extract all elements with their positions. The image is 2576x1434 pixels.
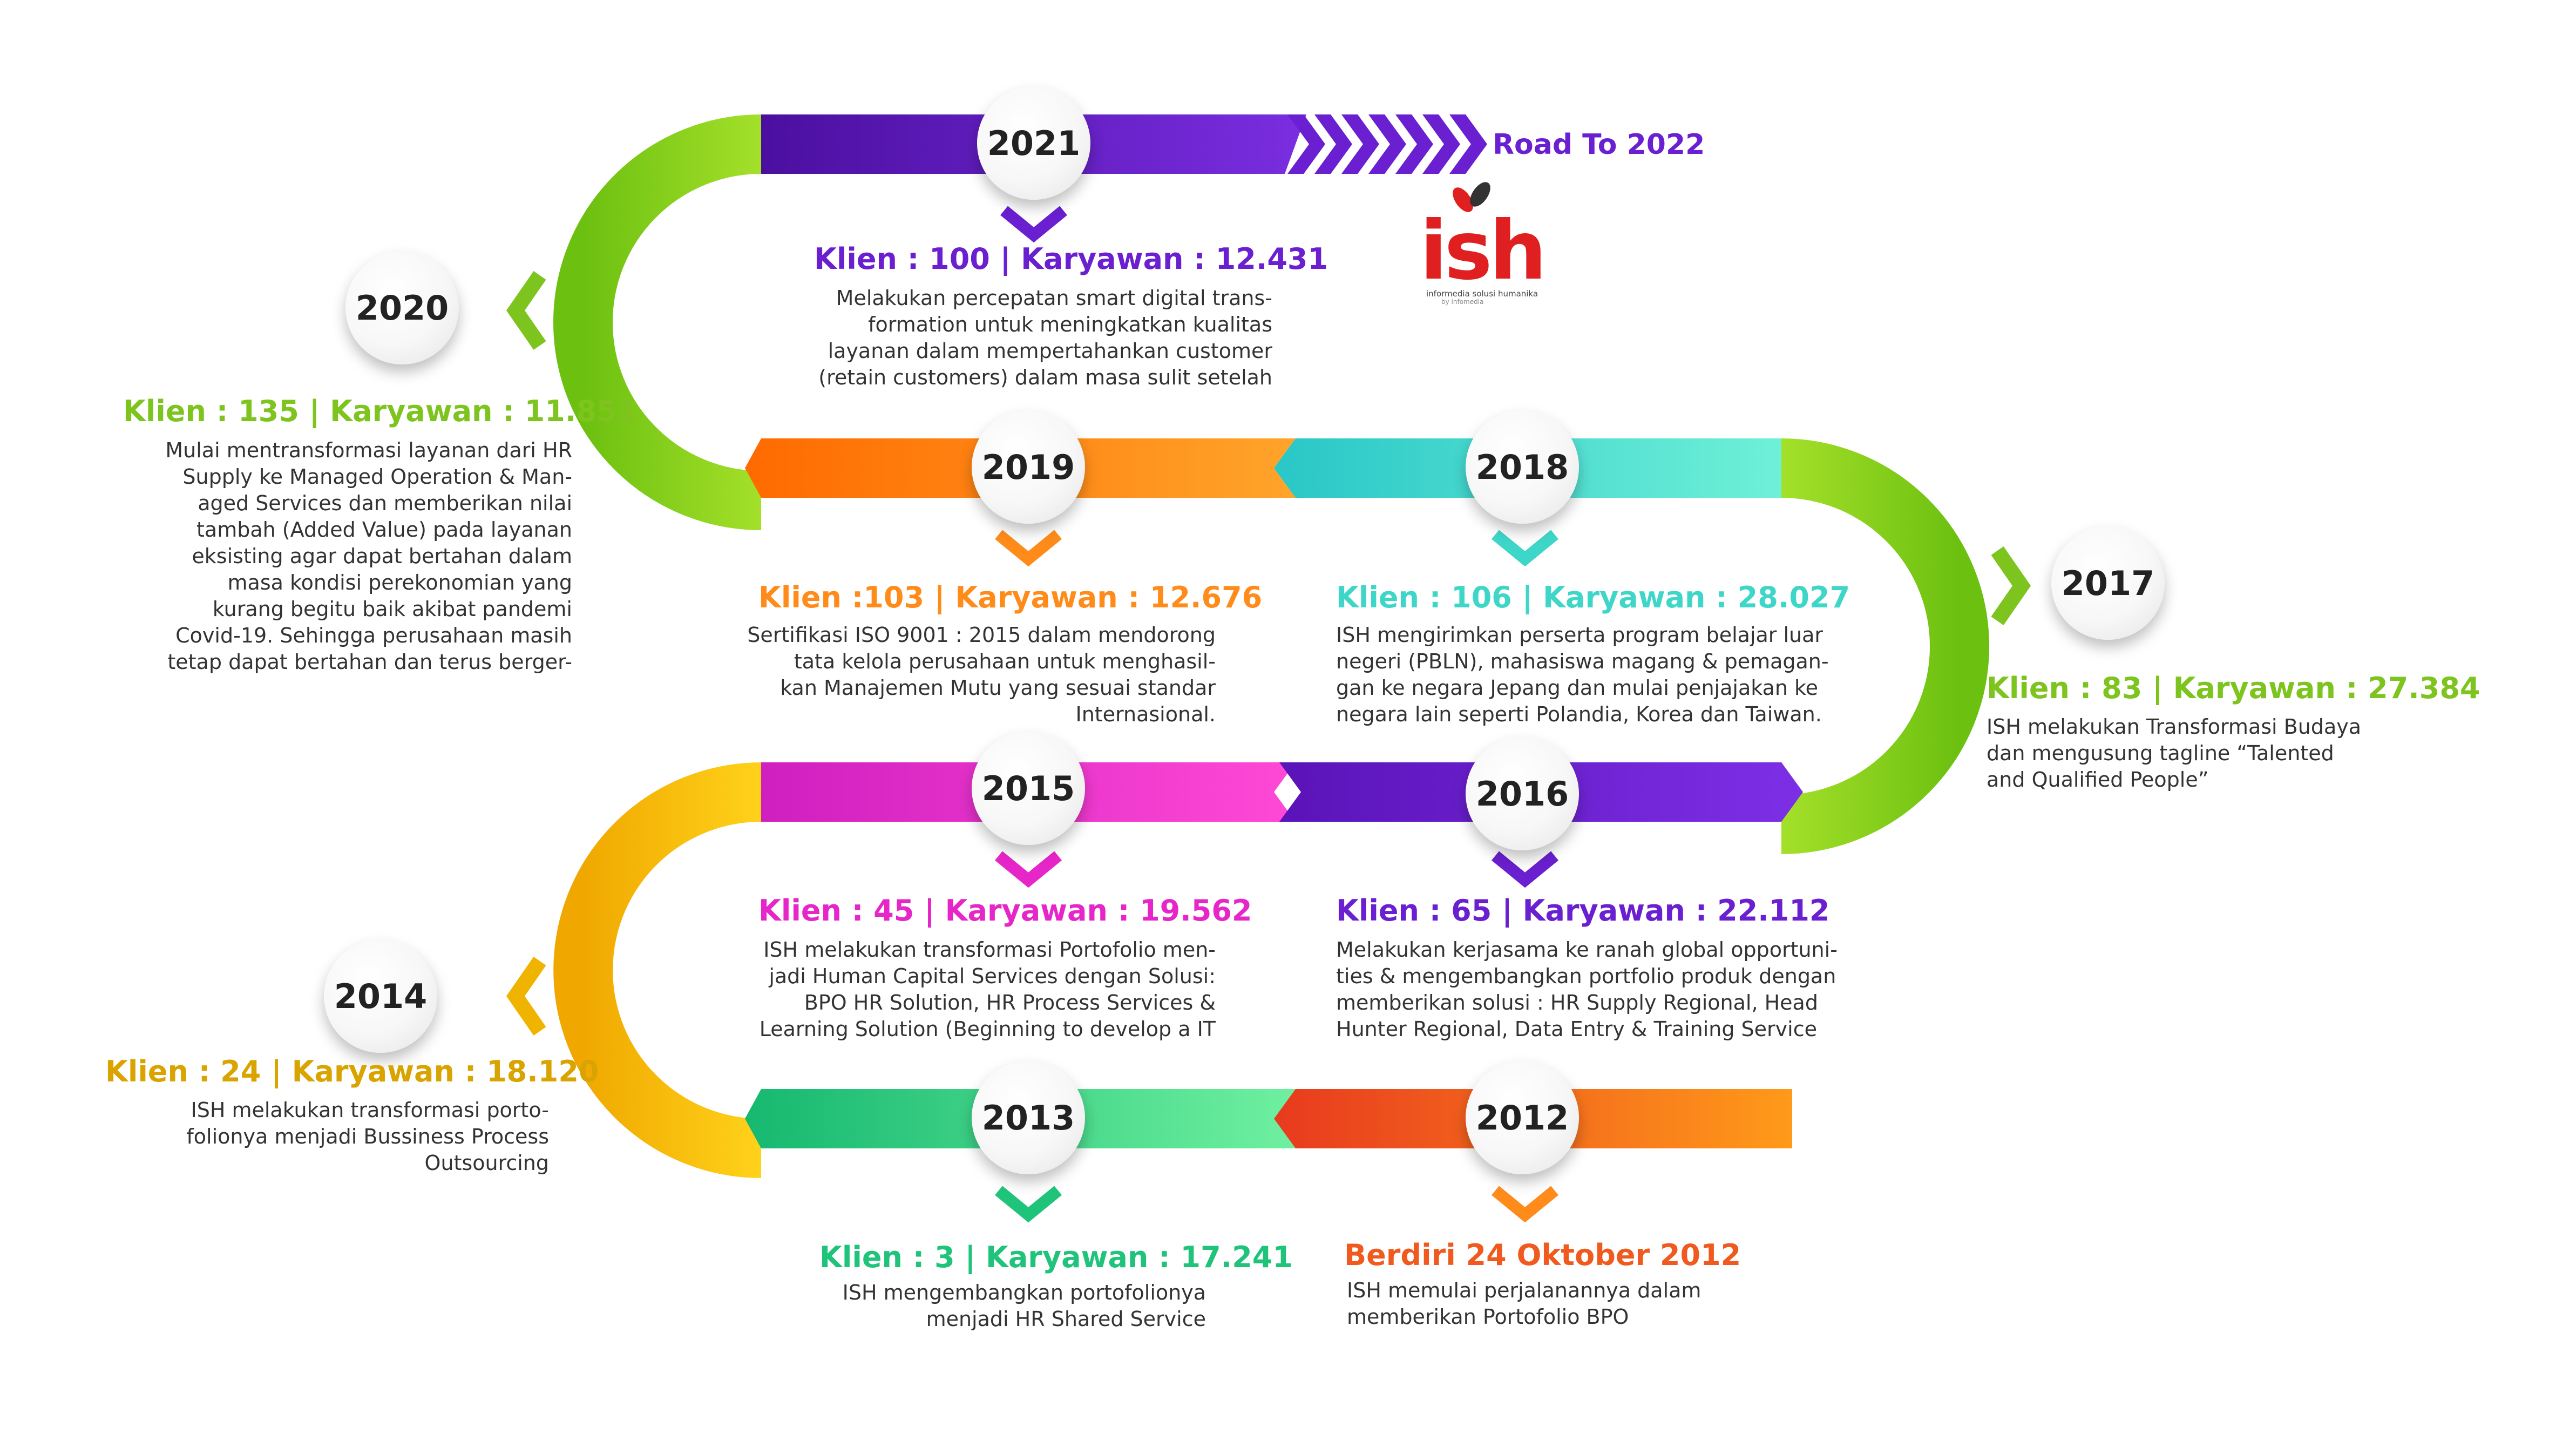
desc-line: aged Services dan memberikan nilai [198, 491, 572, 515]
year-circle-2018: 2018 [1466, 410, 1579, 524]
logo-byline: by infomedia [1441, 298, 1484, 306]
desc-line: BPO HR Solution, HR Process Services & [804, 991, 1216, 1014]
milestone-2012-description: ISH memulai perjalanannya dalam memberik… [1347, 1277, 1701, 1330]
milestone-2015-heading: Klien : 45 | Karyawan : 19.562 [758, 894, 1252, 928]
desc-line: Mulai mentransformasi layanan dari HR [165, 438, 572, 462]
desc-line: tambah (Added Value) pada layanan [196, 518, 572, 542]
chevron-down-2016-icon [1492, 851, 1558, 888]
desc-line: and Qualified People” [1987, 768, 2209, 792]
year-circle-2015: 2015 [972, 732, 1085, 845]
chevron-down-2012-icon [1492, 1186, 1558, 1223]
desc-line: Melakukan percepatan smart digital trans… [836, 286, 1272, 310]
desc-line: Melakukan kerjasama ke ranah global oppo… [1336, 938, 1838, 962]
logo-tagline: informedia solusi humanika [1426, 289, 1538, 299]
chevron-down-2018-icon [1492, 530, 1558, 567]
road-to-2022-label: Road To 2022 [1493, 128, 1705, 161]
desc-line: Outsourcing [424, 1151, 549, 1175]
year-circle-2020: 2020 [345, 251, 459, 364]
desc-line: ties & mengembangkan portfolio produk de… [1336, 964, 1836, 988]
year-circle-2019: 2019 [972, 410, 1085, 524]
desc-line: menjadi HR Shared Service [926, 1307, 1206, 1331]
milestone-2013-heading: Klien : 3 | Karyawan : 17.241 [819, 1240, 1293, 1274]
milestone-2013-description: ISH mengembangkan portofolionya menjadi … [843, 1280, 1206, 1332]
chevron-down-2013-icon [995, 1186, 1062, 1223]
chevron-down-2015-icon [995, 851, 1062, 888]
milestone-2012-heading: Berdiri 24 Oktober 2012 [1344, 1238, 1741, 1272]
milestone-2018-description: ISH mengirimkan perserta program belajar… [1336, 622, 1829, 728]
desc-line: Covid-19. Sehingga perusahaan masih [175, 624, 572, 647]
desc-line: formation untuk meningkatkan kualitas [868, 313, 1272, 336]
year-circle-2014: 2014 [324, 939, 437, 1053]
leaf-icon [1453, 182, 1490, 212]
milestone-2021-description: Melakukan percepatan smart digital trans… [818, 285, 1272, 391]
desc-line: tata kelola perusahaan untuk menghasil- [794, 650, 1216, 673]
desc-line: eksisting agar dapat bertahan dalam [192, 544, 572, 568]
desc-line: folionya menjadi Bussiness Process [186, 1125, 549, 1148]
desc-line: ISH melakukan transformasi Portofolio me… [763, 938, 1216, 962]
year-circle-2016: 2016 [1466, 737, 1579, 850]
milestone-2014-description: ISH melakukan transformasi porto- folion… [186, 1097, 549, 1176]
arrow-chevrons-2022 [1287, 114, 1487, 174]
desc-line: ISH melakukan Transformasi Budaya [1987, 715, 2362, 739]
milestone-2016-description: Melakukan kerjasama ke ranah global oppo… [1336, 937, 1838, 1043]
desc-line: kurang begitu baik akibat pandemi [212, 597, 572, 621]
milestone-2021-heading: Klien : 100 | Karyawan : 12.431 [814, 242, 1328, 276]
desc-line: Supply ke Managed Operation & Man- [182, 465, 572, 489]
desc-line: jadi Human Capital Services dengan Solus… [769, 964, 1216, 988]
milestone-2019-heading: Klien :103 | Karyawan : 12.676 [758, 580, 1263, 614]
desc-line: kan Manajemen Mutu yang sesuai standar [780, 676, 1216, 700]
chevron-left-2020-icon [506, 271, 546, 350]
desc-line: gan ke negara Jepang dan mulai penjajaka… [1336, 676, 1819, 700]
desc-line: negeri (PBLN), mahasiswa magang & pemaga… [1336, 650, 1829, 673]
curve-2015-2014-2013 [553, 762, 762, 1178]
desc-line: Hunter Regional, Data Entry & Training S… [1336, 1017, 1817, 1041]
desc-line: memberikan solusi : HR Supply Regional, … [1336, 991, 1818, 1014]
curve-2018-2017-2016 [1781, 438, 1989, 854]
desc-line: ISH mengirimkan perserta program belajar… [1336, 623, 1823, 647]
desc-line: Sertifikasi ISO 9001 : 2015 dalam mendor… [747, 623, 1216, 647]
desc-line: tetap dapat bertahan dan terus berger- [167, 650, 572, 674]
ish-logo: ish informedia solusi humanika by infome… [1409, 178, 1582, 306]
desc-line: ISH memulai perjalanannya dalam [1347, 1279, 1701, 1302]
desc-line: Internasional. [1075, 702, 1216, 726]
milestone-2015-description: ISH melakukan transformasi Portofolio me… [760, 937, 1216, 1043]
milestone-2017-heading: Klien : 83 | Karyawan : 27.384 [1987, 671, 2480, 705]
year-circle-2012: 2012 [1466, 1061, 1579, 1174]
desc-line: (retain customers) dalam masa sulit sete… [818, 366, 1272, 389]
logo-text: ish [1420, 204, 1547, 298]
curve-2021-2020-2019 [553, 114, 762, 530]
chevron-left-2014-icon [506, 957, 546, 1036]
year-circle-2017: 2017 [2051, 526, 2165, 640]
milestone-2014-heading: Klien : 24 | Karyawan : 18.120 [105, 1054, 599, 1088]
milestone-2016-heading: Klien : 65 | Karyawan : 22.112 [1336, 894, 1830, 928]
desc-line: Learning Solution (Beginning to develop … [759, 1017, 1216, 1041]
milestone-2020-description: Mulai mentransformasi layanan dari HR Su… [165, 437, 572, 675]
desc-line: ISH melakukan transformasi porto- [191, 1098, 550, 1122]
desc-line: layanan dalam mempertahankan customer [828, 339, 1272, 363]
desc-line: memberikan Portofolio BPO [1347, 1305, 1629, 1329]
chevron-down-2021-icon [1000, 206, 1067, 243]
desc-line: ISH mengembangkan portofolionya [842, 1281, 1206, 1304]
chevron-down-2019-icon [995, 530, 1062, 567]
year-circle-2013: 2013 [972, 1061, 1085, 1174]
desc-line: negara lain seperti Polandia, Korea dan … [1336, 702, 1822, 726]
milestone-2019-description: Sertifikasi ISO 9001 : 2015 dalam mendor… [747, 622, 1216, 728]
milestone-2017-description: ISH melakukan Transformasi Budaya dan me… [1987, 714, 2361, 793]
milestone-2020-heading: Klien : 135 | Karyawan : 11.851 [123, 394, 638, 428]
chevron-right-2017-icon [1991, 546, 2031, 625]
desc-line: dan mengusung tagline “Talented [1987, 741, 2334, 765]
year-circle-2021: 2021 [977, 86, 1090, 200]
milestone-2018-heading: Klien : 106 | Karyawan : 28.027 [1336, 580, 1850, 614]
desc-line: masa kondisi perekonomian yang [227, 571, 572, 594]
